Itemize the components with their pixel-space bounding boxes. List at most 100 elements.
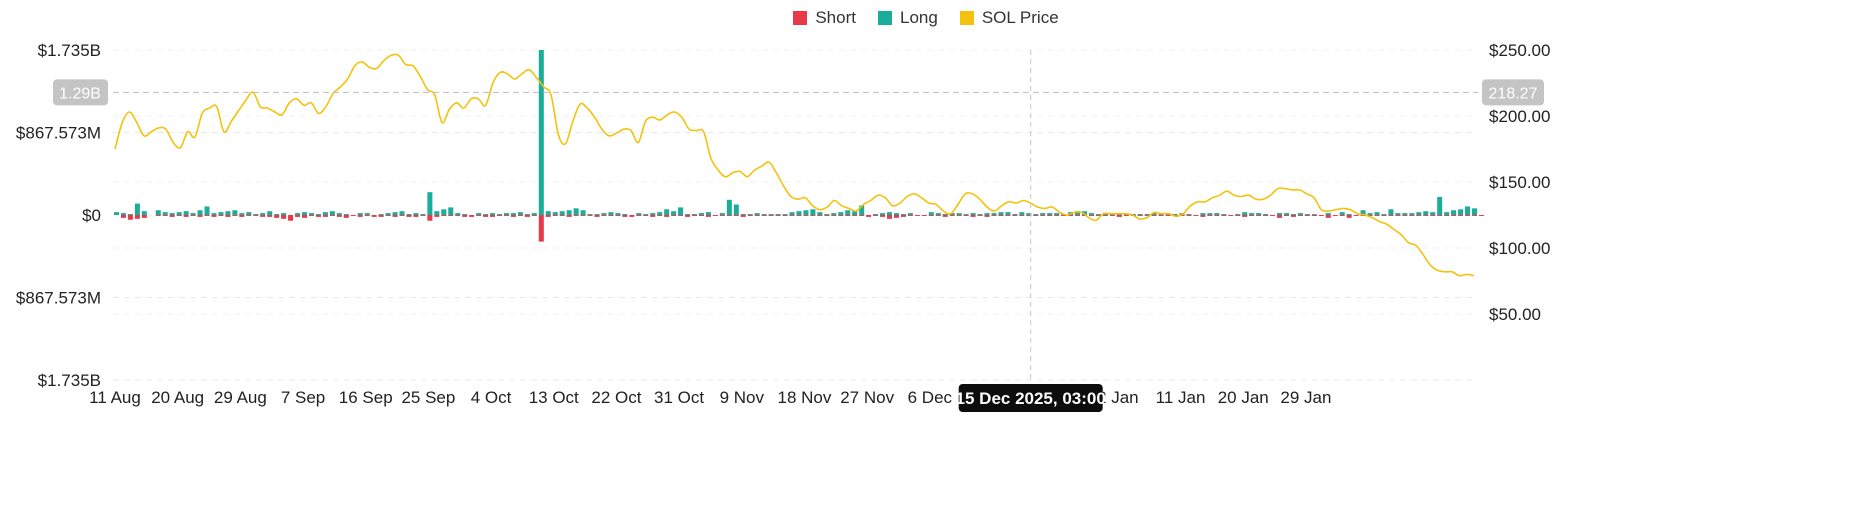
long-bar xyxy=(698,213,704,215)
short-bar xyxy=(1019,215,1025,216)
long-bar xyxy=(267,211,273,215)
short-bar xyxy=(267,215,273,217)
long-bar xyxy=(441,209,447,215)
short-bar xyxy=(594,215,600,217)
short-bar xyxy=(733,215,739,216)
long-bar xyxy=(399,211,405,215)
long-bar xyxy=(552,212,558,215)
long-bar xyxy=(197,210,203,215)
short-bar xyxy=(1179,215,1185,216)
long-bar xyxy=(1472,208,1478,215)
short-bar xyxy=(803,215,809,216)
short-bar xyxy=(1144,215,1150,216)
crosshair-date-tooltip xyxy=(958,384,1103,412)
long-bar xyxy=(726,199,732,215)
short-bar xyxy=(545,215,551,217)
x-axis-tick-label: 2 Jan xyxy=(1097,388,1139,407)
long-bar xyxy=(887,212,893,215)
x-axis-tick-label: 25 Sep xyxy=(401,388,455,407)
short-bar xyxy=(1353,215,1359,216)
long-bar xyxy=(315,214,321,215)
x-axis-tick-label: 4 Oct xyxy=(471,388,512,407)
legend-item-short[interactable]: Short xyxy=(793,8,856,28)
long-bar xyxy=(970,213,976,215)
legend-label: Short xyxy=(815,8,856,27)
long-bar xyxy=(378,214,384,215)
right-axis-tick-label: $200.00 xyxy=(1489,107,1550,126)
short-bar xyxy=(796,215,802,216)
short-bar xyxy=(427,215,433,221)
short-bar xyxy=(448,215,454,216)
short-bar xyxy=(211,215,217,217)
short-bar xyxy=(413,215,419,217)
short-bar xyxy=(1054,215,1060,216)
long-bar xyxy=(538,50,544,215)
long-bar xyxy=(1346,214,1352,215)
short-bar xyxy=(622,215,628,217)
legend-item-long[interactable]: Long xyxy=(877,8,938,28)
x-axis-tick-label: 6 Dec xyxy=(908,388,953,407)
long-bar xyxy=(615,213,621,215)
long-bar xyxy=(1095,214,1101,215)
short-bar xyxy=(483,215,489,217)
short-bar xyxy=(817,215,823,216)
legend-item-sol-price[interactable]: SOL Price xyxy=(959,8,1059,28)
long-bar xyxy=(1304,214,1310,215)
short-bar xyxy=(510,215,516,217)
long-bar xyxy=(1137,214,1143,215)
long-bar xyxy=(977,214,983,215)
short-bar xyxy=(740,215,746,217)
short-bar xyxy=(315,215,321,217)
short-bar xyxy=(1137,215,1143,216)
long-bar xyxy=(559,211,565,215)
long-bar xyxy=(775,214,781,215)
long-bar xyxy=(1054,213,1060,215)
short-bar xyxy=(949,215,955,216)
long-bar xyxy=(497,214,503,215)
long-bar xyxy=(204,206,210,215)
short-bar xyxy=(900,215,906,217)
short-bar xyxy=(705,215,711,217)
x-axis-tick-label: 16 Sep xyxy=(339,388,393,407)
short-bar xyxy=(441,215,447,216)
long-bar xyxy=(685,214,691,215)
short-bar xyxy=(970,215,976,217)
long-bar xyxy=(768,214,774,215)
short-bar xyxy=(497,215,503,216)
short-bar xyxy=(1381,215,1387,216)
long-bar xyxy=(1409,213,1415,215)
long-bar xyxy=(462,214,468,215)
long-bar xyxy=(510,213,516,215)
short-bar xyxy=(719,215,725,216)
long-bar xyxy=(274,214,280,215)
short-bar xyxy=(1283,215,1289,216)
short-bar xyxy=(1430,215,1436,216)
long-bar xyxy=(225,211,231,215)
long-bar xyxy=(580,210,586,215)
short-bar xyxy=(1478,215,1484,216)
long-bar xyxy=(281,213,287,215)
long-bar xyxy=(1381,214,1387,215)
short-bar xyxy=(120,215,126,218)
long-bar xyxy=(1297,213,1303,215)
short-bar xyxy=(880,215,886,217)
long-bar xyxy=(963,214,969,215)
short-bar xyxy=(1026,215,1032,216)
long-bar xyxy=(719,213,725,215)
short-bar xyxy=(1200,215,1206,217)
long-bar xyxy=(761,214,767,215)
long-bar xyxy=(566,210,572,215)
short-bar xyxy=(350,215,356,216)
long-bar xyxy=(803,210,809,215)
long-bar xyxy=(1186,214,1192,215)
short-bar xyxy=(698,215,704,216)
short-bar xyxy=(552,215,558,216)
short-bar xyxy=(162,215,168,216)
short-bar xyxy=(246,215,252,216)
short-bar xyxy=(364,215,370,216)
long-bar xyxy=(385,213,391,215)
long-bar xyxy=(733,204,739,215)
short-bar xyxy=(1332,215,1338,216)
short-bar xyxy=(378,215,384,217)
